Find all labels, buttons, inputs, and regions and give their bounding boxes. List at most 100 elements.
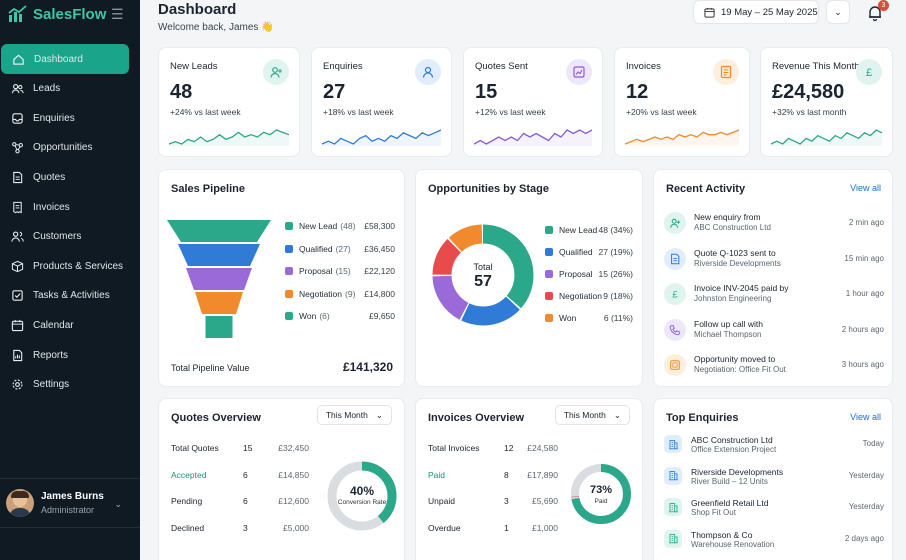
kpi-label: Enquiries bbox=[323, 61, 363, 72]
activity-title: Opportunity moved to bbox=[694, 354, 776, 364]
inbox-icon-wrap bbox=[10, 111, 24, 125]
checklist-icon bbox=[11, 290, 23, 302]
kpi-change: +20% vs last week bbox=[626, 107, 697, 117]
row-count: 3 bbox=[504, 496, 509, 506]
sidebar-item-settings[interactable]: Settings bbox=[0, 370, 130, 400]
enquiry-item[interactable]: ABC Construction Ltd Office Extension Pro… bbox=[664, 433, 884, 463]
stage-label: Proposal bbox=[299, 266, 333, 276]
kpi-change: +12% vs last week bbox=[475, 107, 546, 117]
page-title: Dashboard bbox=[158, 1, 237, 18]
stage-label: Qualified bbox=[559, 247, 593, 257]
donut-segment-0 bbox=[327, 461, 397, 531]
activity-item[interactable]: Quote Q-1023 sent to Riverside Developmen… bbox=[664, 246, 884, 276]
sidebar-item-invoices[interactable]: Invoices bbox=[0, 192, 130, 222]
invoices-donut-value: 73% bbox=[589, 484, 613, 496]
activity-item[interactable]: Opportunity moved to Negotiation: Office … bbox=[664, 352, 884, 382]
report-icon-wrap bbox=[10, 348, 24, 362]
row-count: 1 bbox=[504, 522, 509, 533]
sidebar-item-tasks-activities[interactable]: Tasks & Activities bbox=[0, 281, 130, 311]
bell-icon[interactable] bbox=[866, 4, 884, 22]
sidebar-item-calendar[interactable]: Calendar bbox=[0, 311, 130, 341]
opportunity-legend-item: Proposal 15 (26%) bbox=[545, 269, 633, 279]
activity-item[interactable]: Follow up call with Michael Thompson 2 hou… bbox=[664, 317, 884, 347]
quotes-period-select[interactable]: This Month ⌄ bbox=[316, 405, 392, 425]
enquiry-icon-badge bbox=[664, 466, 682, 485]
activity-icon-badge bbox=[664, 318, 686, 341]
date-range-dropdown[interactable]: ⌄ bbox=[826, 0, 850, 24]
stage-count: (6) bbox=[319, 311, 330, 321]
sparkline bbox=[169, 129, 289, 146]
kpi-card-revenue-this-month[interactable]: Revenue This Month £24,580 +32% vs last mo… bbox=[760, 47, 893, 157]
legend-swatch bbox=[545, 292, 553, 300]
paid-donut bbox=[571, 464, 631, 524]
sidebar-item-leads[interactable]: Leads bbox=[0, 74, 130, 104]
enquiries-view-all-link[interactable]: View all bbox=[850, 412, 881, 422]
row-label: Accepted bbox=[171, 469, 207, 480]
menu-toggle-icon[interactable]: ☰ bbox=[111, 6, 124, 22]
activity-item[interactable]: £ Invoice INV-2045 paid by Johnston Engine… bbox=[664, 281, 884, 311]
sidebar-item-label: Tasks & Activities bbox=[33, 290, 110, 302]
kpi-card-quotes-sent[interactable]: Quotes Sent 15 +12% vs last week bbox=[463, 47, 603, 157]
sparkline bbox=[625, 129, 739, 146]
chevron-down-icon[interactable]: ⌄ bbox=[114, 499, 122, 509]
enquiry-item[interactable]: Thompson & Co Warehouse Renovation 2 days … bbox=[664, 528, 884, 558]
enquiry-title: Riverside Developments bbox=[691, 466, 784, 477]
stage-label: Negotiation bbox=[299, 288, 343, 299]
sparkline-line bbox=[625, 129, 739, 145]
stage-label: Negotiation bbox=[559, 291, 603, 301]
user-role: Administrator bbox=[41, 505, 95, 515]
recent-activity-title: Recent Activity bbox=[666, 183, 746, 195]
stage-value: £9,650 bbox=[369, 311, 395, 321]
calendar-icon bbox=[704, 7, 715, 18]
invoice-icon bbox=[12, 201, 22, 214]
user-profile[interactable]: James Burns Administrator ⌄ bbox=[0, 478, 140, 528]
sidebar-item-customers[interactable]: Customers bbox=[0, 222, 130, 252]
opportunities-donut-chart bbox=[432, 224, 534, 326]
pipeline-total-label: Total Pipeline Value bbox=[171, 363, 250, 373]
home-icon bbox=[12, 54, 24, 65]
funnel-segment-3 bbox=[195, 292, 243, 314]
conversion-rate-donut bbox=[327, 461, 397, 531]
brand[interactable]: SalesFlow bbox=[8, 4, 106, 24]
kpi-card-invoices[interactable]: Invoices 12 +20% vs last week bbox=[614, 47, 750, 157]
sidebar-item-enquiries[interactable]: Enquiries bbox=[0, 104, 130, 134]
kpi-value: 15 bbox=[475, 81, 498, 103]
sidebar-item-quotes[interactable]: Quotes bbox=[0, 163, 130, 193]
row-label: Overdue bbox=[428, 522, 461, 533]
invoices-period-select[interactable]: This Month ⌄ bbox=[554, 405, 630, 425]
enquiry-item[interactable]: Riverside Developments River Build – 12 U… bbox=[664, 465, 884, 495]
opportunity-legend-item: Qualified 27 (19%) bbox=[545, 247, 633, 257]
sidebar-item-label: Reports bbox=[33, 349, 69, 361]
quotes-donut-value: 40% bbox=[349, 484, 375, 498]
stage-value: £22,120 bbox=[364, 266, 395, 276]
row-label: Unpaid bbox=[428, 496, 455, 506]
gear-icon bbox=[11, 379, 23, 390]
sidebar-item-reports[interactable]: Reports bbox=[0, 340, 130, 370]
activity-view-all-link[interactable]: View all bbox=[850, 183, 881, 193]
sparkline-area bbox=[474, 130, 592, 146]
enquiry-time: Yesterday bbox=[848, 502, 884, 511]
pipeline-legend-item: New Lead (48) £58,300 bbox=[285, 221, 395, 231]
activity-subtitle: ABC Construction Ltd bbox=[694, 223, 771, 232]
sales-pipeline-card: Sales Pipeline Total Pipeline Value £141… bbox=[158, 169, 405, 387]
sidebar-item-opportunities[interactable]: Opportunities bbox=[0, 133, 130, 163]
sidebar: SalesFlow ☰ Dashboard Leads Enquiries Oppor… bbox=[0, 0, 140, 560]
sidebar-item-label: Settings bbox=[33, 379, 70, 391]
welcome-text: Welcome back, James 👋 bbox=[158, 22, 274, 33]
stage-value: 27 (19%) bbox=[598, 247, 634, 257]
opportunity-legend-item: Negotiation 9 (18%) bbox=[545, 291, 633, 301]
calendar-icon-wrap bbox=[10, 319, 24, 333]
activity-icon-badge: £ bbox=[664, 283, 686, 305]
sidebar-item-dashboard[interactable]: Dashboard bbox=[1, 44, 129, 74]
enquiry-subtitle: Warehouse Renovation bbox=[691, 539, 775, 549]
date-range-picker[interactable]: 19 May – 25 May 2025 bbox=[693, 0, 819, 24]
sidebar-item-label: Dashboard bbox=[34, 53, 83, 65]
kpi-change: +32% vs last month bbox=[772, 107, 847, 117]
legend-swatch bbox=[545, 270, 553, 278]
enquiry-item[interactable]: Greenfield Retail Ltd Shop Fit Out Yesterd… bbox=[664, 496, 884, 526]
activity-item[interactable]: New enquiry from ABC Construction Ltd 2 mi… bbox=[664, 210, 884, 240]
sidebar-item-products-services[interactable]: Products & Services bbox=[0, 252, 130, 282]
kpi-card-enquiries[interactable]: Enquiries 27 +18% vs last week bbox=[311, 47, 452, 157]
top-enquiries-card: Top Enquiries View all ABC Construction … bbox=[653, 398, 893, 560]
kpi-card-new-leads[interactable]: New Leads 48 +24% vs last week bbox=[158, 47, 300, 157]
